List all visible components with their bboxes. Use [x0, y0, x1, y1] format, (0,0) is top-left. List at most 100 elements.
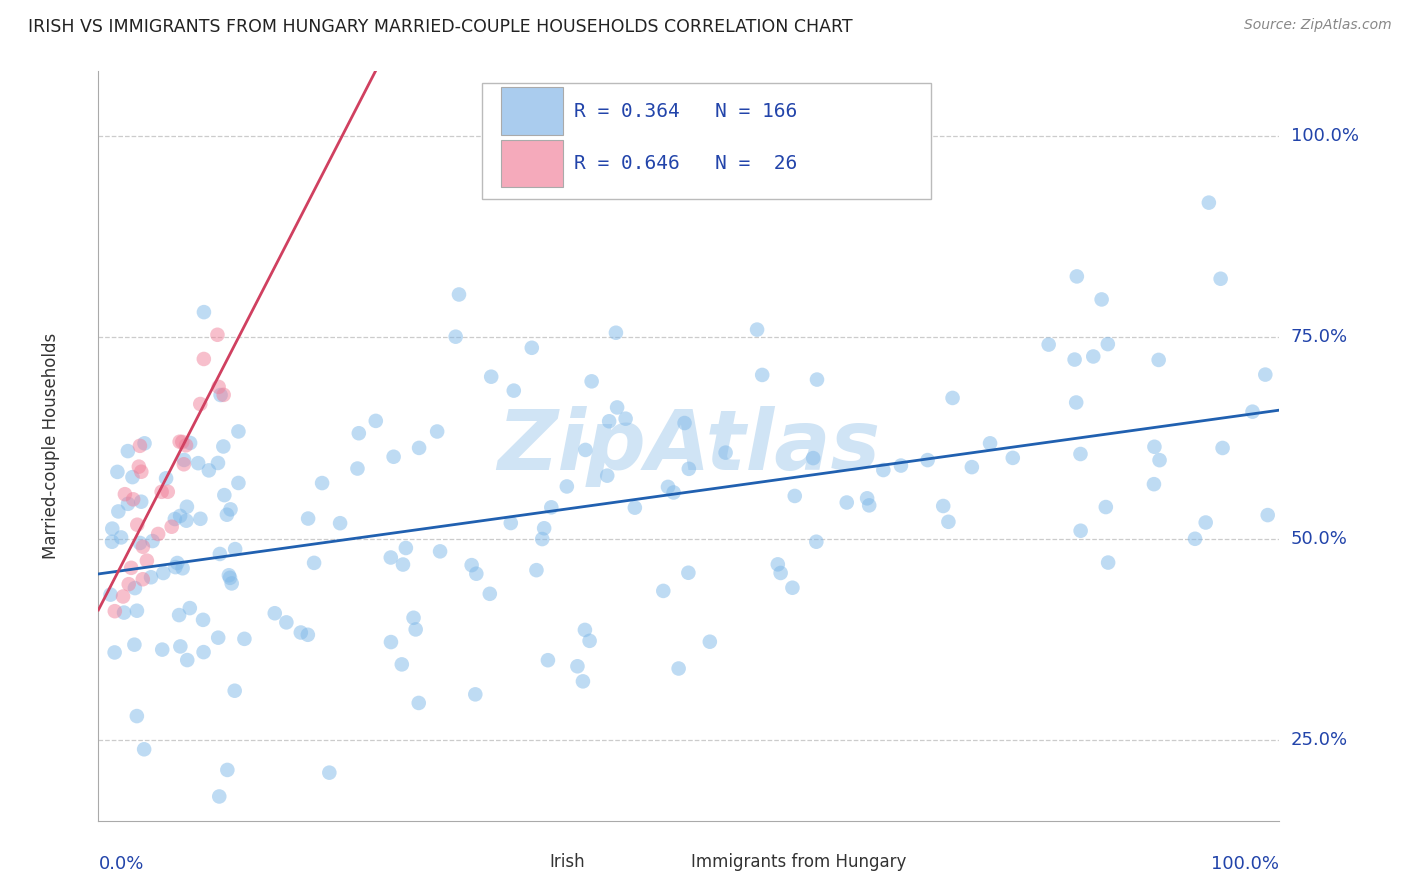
Point [173, 453, 195, 467]
Point [1038, 337, 1060, 351]
Point [745, 323, 768, 337]
Point [1149, 453, 1171, 467]
Point [402, 611, 425, 625]
Point [574, 442, 596, 457]
Point [101, 534, 124, 549]
Point [408, 696, 430, 710]
Point [540, 500, 562, 515]
Point [1209, 271, 1232, 285]
Point [135, 554, 157, 568]
FancyBboxPatch shape [634, 847, 683, 886]
Point [190, 512, 212, 526]
Point [364, 414, 387, 428]
Point [129, 439, 152, 453]
Point [596, 468, 619, 483]
Point [193, 305, 215, 319]
Point [169, 434, 191, 449]
Point [1184, 532, 1206, 546]
Point [132, 540, 155, 554]
Point [917, 453, 939, 467]
Point [107, 504, 129, 518]
Point [118, 577, 141, 591]
Point [426, 425, 449, 439]
Point [141, 534, 163, 549]
Point [1069, 447, 1091, 461]
Point [464, 687, 486, 701]
Point [520, 341, 543, 355]
Point [652, 583, 675, 598]
Point [125, 604, 148, 618]
Point [533, 521, 555, 535]
Point [179, 436, 201, 450]
Point [1066, 269, 1088, 284]
Point [146, 527, 169, 541]
Text: IRISH VS IMMIGRANTS FROM HUNGARY MARRIED-COUPLE HOUSEHOLDS CORRELATION CHART: IRISH VS IMMIGRANTS FROM HUNGARY MARRIED… [28, 18, 853, 36]
Point [668, 661, 690, 675]
Point [526, 563, 548, 577]
Point [598, 414, 620, 428]
Text: 100.0%: 100.0% [1291, 127, 1358, 145]
FancyBboxPatch shape [501, 139, 562, 187]
Point [392, 558, 415, 572]
Point [174, 438, 197, 452]
Point [567, 659, 589, 673]
Point [297, 511, 319, 525]
Point [380, 635, 402, 649]
Point [214, 488, 236, 502]
Point [806, 373, 828, 387]
Point [217, 763, 239, 777]
Point [219, 502, 242, 516]
Point [1083, 350, 1105, 364]
Point [156, 484, 179, 499]
Point [191, 613, 214, 627]
Point [329, 516, 352, 531]
Point [699, 634, 721, 648]
Point [198, 463, 221, 477]
Point [276, 615, 298, 630]
Point [856, 491, 879, 506]
Point [979, 436, 1001, 450]
Point [134, 436, 156, 450]
Point [678, 462, 700, 476]
Point [835, 495, 858, 509]
Text: 100.0%: 100.0% [1212, 855, 1279, 873]
Point [673, 416, 696, 430]
Point [169, 640, 191, 654]
Point [131, 465, 153, 479]
Point [112, 590, 135, 604]
Point [1198, 195, 1220, 210]
Point [117, 444, 139, 458]
Point [172, 561, 194, 575]
Point [1091, 293, 1114, 307]
Text: 75.0%: 75.0% [1291, 328, 1348, 346]
Point [347, 426, 370, 441]
Point [872, 463, 894, 477]
Point [578, 633, 600, 648]
Point [124, 638, 146, 652]
Point [1195, 516, 1218, 530]
Point [110, 531, 132, 545]
Point [572, 674, 595, 689]
Point [447, 287, 470, 301]
Point [100, 588, 122, 602]
Point [121, 470, 143, 484]
Point [429, 544, 451, 558]
Text: Source: ZipAtlas.com: Source: ZipAtlas.com [1244, 18, 1392, 32]
Point [801, 451, 824, 466]
Point [766, 558, 789, 572]
Point [380, 550, 402, 565]
Point [224, 542, 246, 557]
Point [120, 561, 142, 575]
Point [150, 484, 173, 499]
Point [207, 631, 229, 645]
Point [318, 765, 340, 780]
Point [662, 485, 685, 500]
Text: Immigrants from Hungary: Immigrants from Hungary [692, 853, 907, 871]
Point [208, 380, 231, 394]
Point [215, 508, 238, 522]
Point [224, 683, 246, 698]
Text: Married-couple Households: Married-couple Households [42, 333, 60, 559]
Point [1241, 405, 1264, 419]
Point [537, 653, 560, 667]
Point [502, 384, 524, 398]
